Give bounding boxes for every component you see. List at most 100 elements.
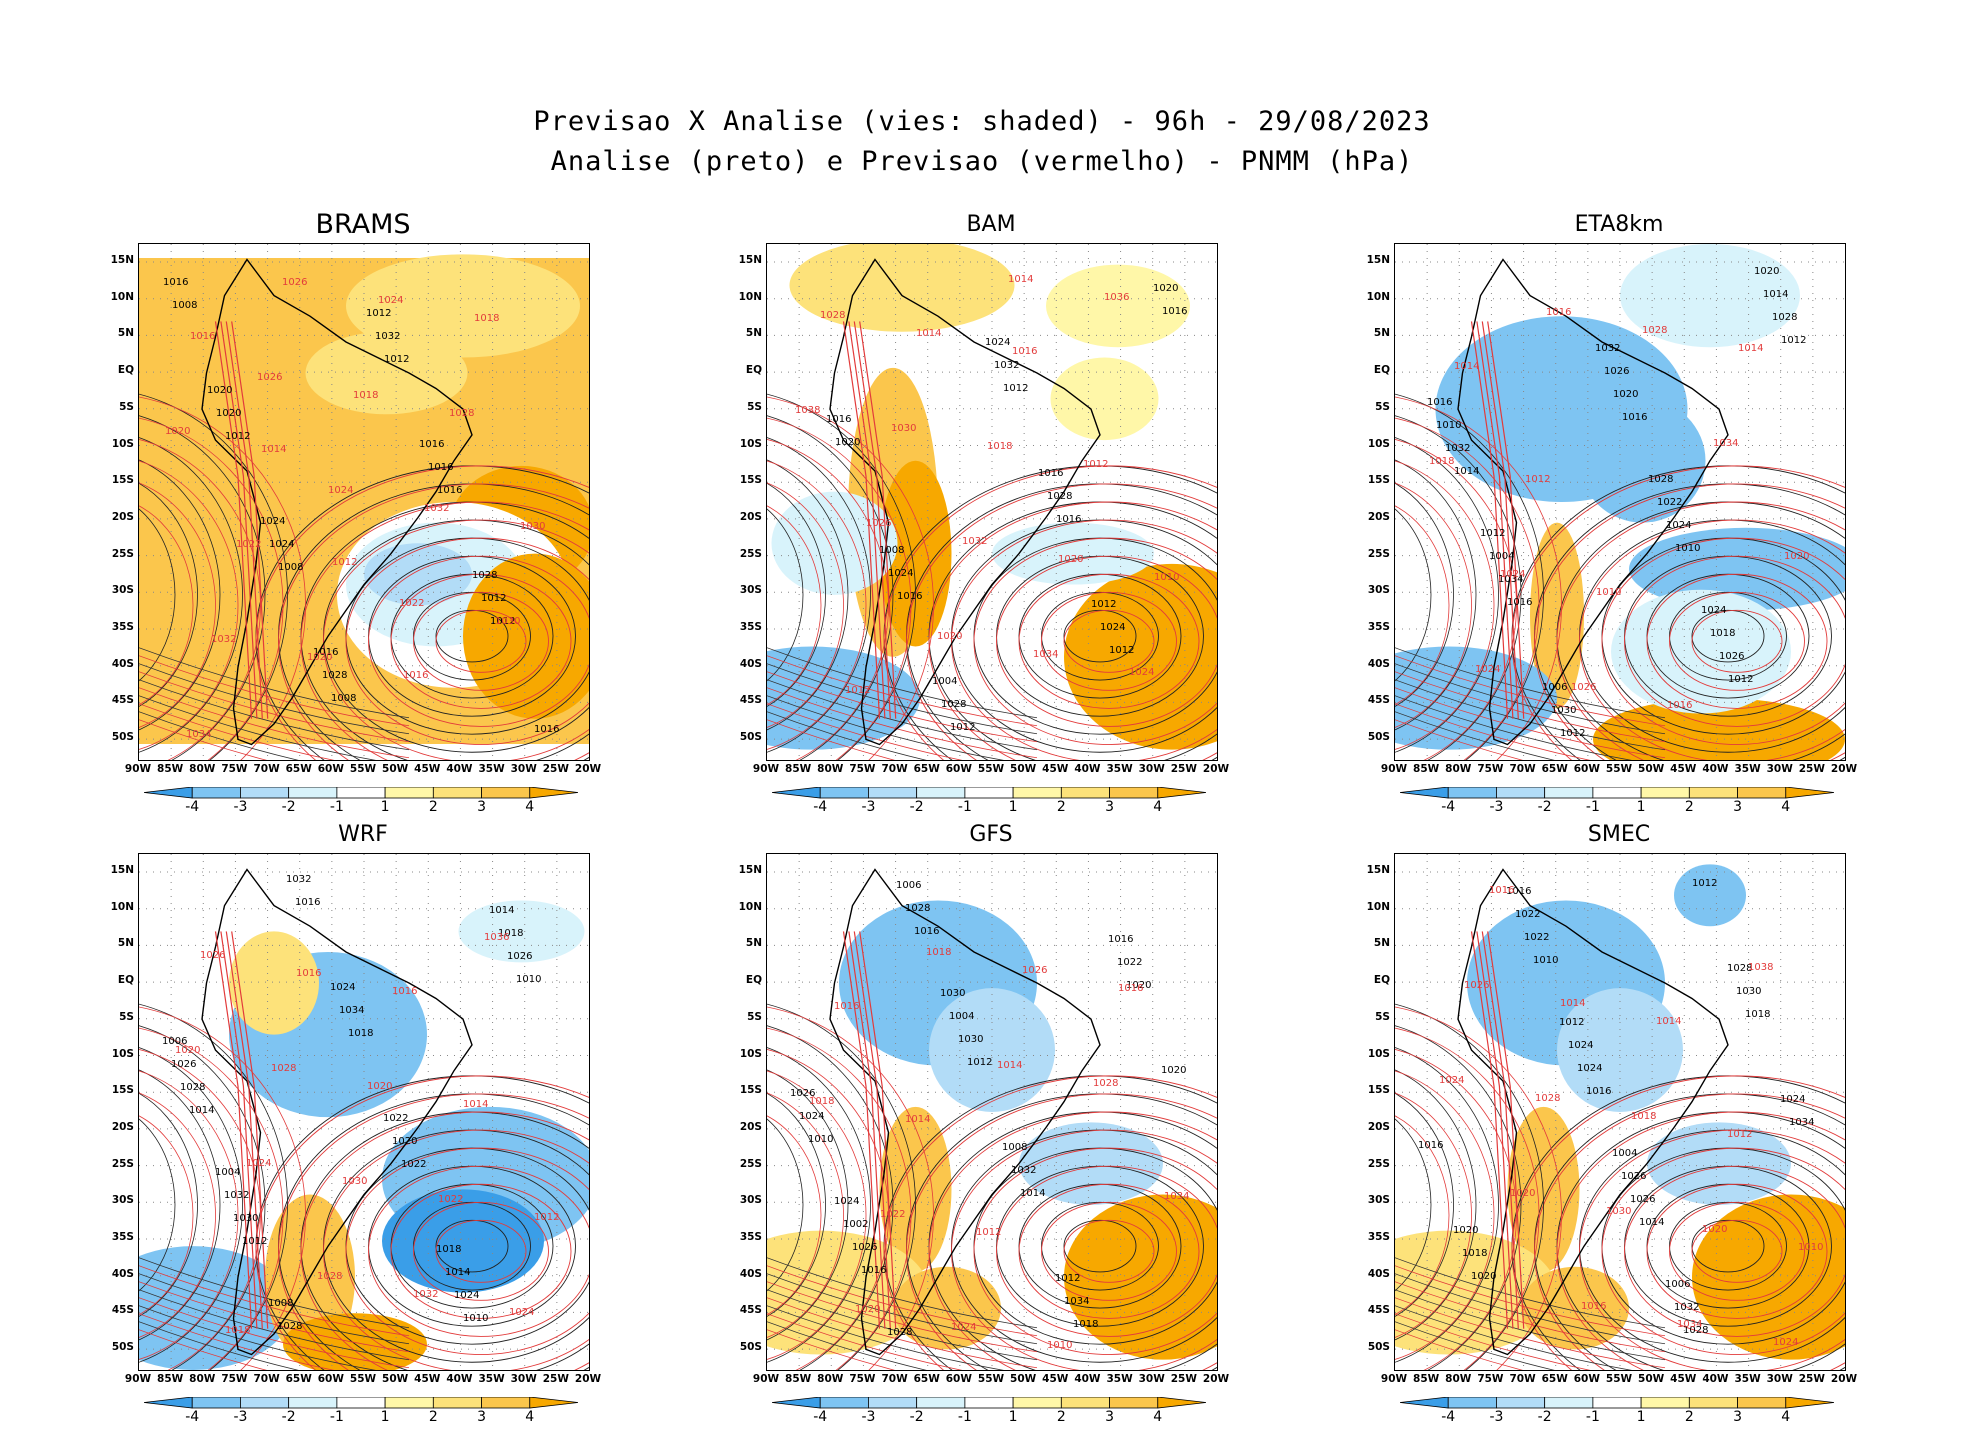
- isobar-label-forecast: 1018: [1429, 456, 1454, 467]
- isobar-label-forecast: 1028: [820, 310, 845, 321]
- isobar-forecast: [255, 1075, 589, 1370]
- lon-tick-label: 20W: [574, 1373, 602, 1385]
- isobar-forecast: [1556, 1111, 1845, 1370]
- isobar-forecast: [390, 1183, 572, 1319]
- bias-shading: [1647, 1122, 1791, 1205]
- isobar-forecast: [1476, 931, 1514, 1329]
- panel-title-smec: SMEC: [1587, 822, 1651, 847]
- isobar-label-analysis: 1028: [1727, 963, 1752, 974]
- isobar-label-analysis: 1004: [215, 1167, 240, 1178]
- lon-tick-label: 50W: [1638, 763, 1665, 775]
- isobar-forecast: [1041, 1201, 1177, 1301]
- lon-tick-label: 70W: [253, 763, 280, 775]
- isobar-forecast: [214, 321, 253, 719]
- isobar-label-analysis: 1008: [331, 693, 356, 704]
- isobar-forecast: [1395, 719, 1523, 760]
- colorbar-label: 3: [1733, 1409, 1742, 1425]
- isobar-forecast: [139, 1070, 239, 1360]
- lat-tick-label: 25S: [739, 1157, 762, 1170]
- isobar-label-forecast: 1016: [296, 968, 321, 979]
- isobar-forecast: [368, 555, 589, 727]
- isobar-forecast: [225, 931, 263, 1329]
- lon-tick-label: 90W: [1380, 1373, 1408, 1385]
- lat-tick-label: 15S: [111, 1084, 134, 1097]
- isobar-label-analysis: 1028: [472, 570, 497, 581]
- isobar-forecast: [1624, 555, 1845, 727]
- isobar-label-forecast: 1014: [1454, 361, 1479, 372]
- isobar-forecast: [1395, 1297, 1666, 1369]
- isobar-forecast: [1601, 1147, 1845, 1355]
- lon-tick-label: 30W: [1766, 1373, 1793, 1385]
- lat-tick-label: 40S: [1367, 1267, 1390, 1280]
- isobar-label-analysis: 1016: [826, 414, 851, 425]
- colorbar-segment: [481, 1397, 531, 1409]
- colorbar-label: 2: [1056, 799, 1066, 815]
- colorbar-label: -3: [233, 799, 248, 815]
- isobar-forecast: [1669, 1201, 1805, 1301]
- isobar-analysis: [767, 679, 1038, 751]
- colorbar-label: 1: [1636, 799, 1646, 815]
- lon-tick-label: 45W: [1670, 763, 1697, 775]
- lon-tick-label: 70W: [881, 763, 908, 775]
- isobar-label-analysis: 1014: [1763, 289, 1788, 300]
- isobar-label-forecast: 1016: [1118, 983, 1143, 994]
- isobar-forecast: [767, 1265, 1038, 1337]
- lon-tick-label: 80W: [189, 1373, 216, 1385]
- isobar-label-analysis: 1008: [172, 300, 197, 311]
- isobar-label-analysis: 1030: [1551, 705, 1576, 716]
- isobar-label-analysis: 1010: [1675, 543, 1700, 554]
- isobar-forecast: [139, 1329, 267, 1370]
- isobar-analysis: [767, 459, 849, 731]
- continent-outline: [201, 868, 473, 1356]
- isobar-label-forecast: 1016: [1489, 885, 1514, 896]
- isobar-label-analysis: 1010: [1533, 955, 1558, 966]
- isobar-forecast: [435, 609, 527, 673]
- lon-tick-label: 40W: [446, 1373, 473, 1385]
- lon-tick-label: 45W: [1670, 1373, 1697, 1385]
- lat-tick-label: 45S: [739, 1304, 762, 1317]
- colorbar-segment: [1544, 1397, 1594, 1409]
- isobar-label-analysis: 1020: [835, 437, 860, 448]
- isobar-label-analysis: 1024: [799, 1111, 824, 1122]
- isobar-label-analysis: 1008: [879, 545, 904, 556]
- isobar-forecast: [853, 931, 891, 1329]
- isobar-forecast: [1511, 465, 1845, 760]
- lat-tick-label: 45S: [1367, 694, 1390, 707]
- isobar-forecast: [767, 482, 844, 728]
- bias-shading: [1530, 522, 1584, 709]
- isobar-analysis: [767, 1118, 804, 1292]
- isobar-analysis: [1395, 663, 1666, 735]
- figure-subtitle: Analise (preto) e Previsao (vermelho) - …: [550, 146, 1414, 177]
- lon-tick-label: 35W: [1106, 763, 1133, 775]
- map-smec: 1010 1016 1014 1012 1018 1016 1020 1022 1024 1026…: [1394, 853, 1846, 1371]
- colorbar-label: 4: [525, 1409, 535, 1425]
- isobar-label-analysis: 1016: [1507, 597, 1532, 608]
- isobar-analysis: [139, 459, 221, 731]
- lon-tick-label: 85W: [157, 763, 184, 775]
- lon-tick-label: 70W: [881, 1373, 908, 1385]
- isobar-label-analysis: 1024: [1701, 605, 1726, 616]
- lat-tick-label: 35S: [1367, 621, 1390, 633]
- isobar-analysis: [767, 1069, 849, 1341]
- lat-tick-label: 30S: [1367, 584, 1390, 597]
- bias-shading: [346, 254, 580, 358]
- colorbar-label: -2: [281, 799, 296, 815]
- isobar-forecast: [996, 555, 1217, 727]
- isobar-label-analysis: 1012: [1560, 728, 1585, 739]
- lat-tick-label: 15S: [1367, 1084, 1390, 1097]
- isobar-forecast: [842, 931, 881, 1329]
- lat-tick-label: 5S: [1375, 400, 1390, 413]
- isobar-forecast: [767, 396, 934, 760]
- colorbar-label: 4: [1153, 1409, 1163, 1425]
- colorbar-segment: [1592, 1397, 1642, 1409]
- isobar-forecast: [214, 931, 253, 1329]
- isobar-forecast: [139, 1265, 410, 1337]
- isobar-label-forecast: 1016: [190, 331, 215, 342]
- lon-tick-label: 40W: [1074, 1373, 1101, 1385]
- isobar-forecast: [883, 1075, 1217, 1370]
- isobar-forecast: [1395, 482, 1472, 728]
- isobar-forecast: [1470, 931, 1509, 1329]
- isobar-analysis: [767, 663, 1038, 735]
- lat-tick-label: 35S: [111, 621, 134, 633]
- isobar-label-forecast: 1034: [1677, 1319, 1702, 1330]
